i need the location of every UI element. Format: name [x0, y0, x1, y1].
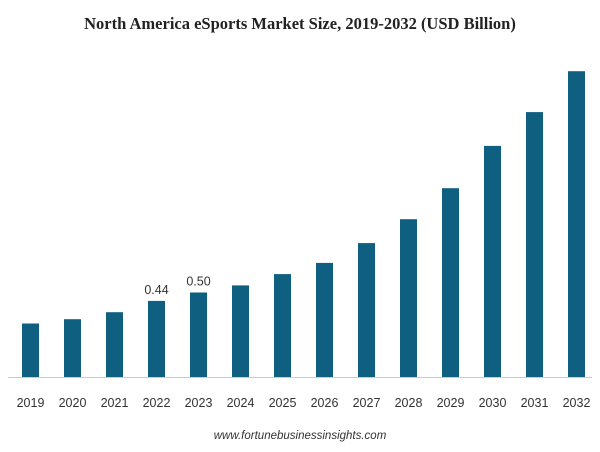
- data-labels: 0.44 0.50: [144, 275, 210, 297]
- x-tick-label-2020: 2020: [59, 396, 87, 410]
- x-tick-label-2024: 2024: [227, 396, 255, 410]
- x-tick-label-2027: 2027: [353, 396, 381, 410]
- x-tick-label-2019: 2019: [17, 396, 45, 410]
- x-tick-label-2026: 2026: [311, 396, 339, 410]
- x-tick-label-2021: 2021: [101, 396, 129, 410]
- bar-2025: [274, 274, 291, 377]
- bar-2022: [148, 300, 165, 377]
- bar-2021: [106, 312, 123, 377]
- bar-2032: [568, 71, 585, 377]
- x-tick-label-2022: 2022: [143, 396, 171, 410]
- chart-title: North America eSports Market Size, 2019-…: [84, 14, 516, 33]
- source-note: www.fortunebusinessinsights.com: [213, 430, 387, 442]
- bar-2028: [400, 219, 417, 377]
- x-tick-label-2029: 2029: [437, 396, 465, 410]
- x-tick-label-2025: 2025: [269, 396, 297, 410]
- x-tick-labels: 2019 2020 2021 2022 2023 2024 2025 2026 2027 2028…: [17, 396, 591, 410]
- bar-2026: [316, 262, 333, 377]
- x-tick-label-2028: 2028: [395, 396, 423, 410]
- data-label-2022: 0.44: [144, 283, 168, 297]
- bar-2020: [64, 319, 81, 377]
- bar-2031: [526, 112, 543, 377]
- x-tick-label-2030: 2030: [479, 396, 507, 410]
- x-tick-label-2023: 2023: [185, 396, 213, 410]
- bar-2030: [484, 145, 501, 377]
- bar-2029: [442, 188, 459, 377]
- bars-layer: [22, 71, 585, 377]
- x-tick-label-2031: 2031: [521, 396, 549, 410]
- bar-2019: [22, 323, 39, 377]
- bar-2024: [232, 285, 249, 377]
- data-label-2023: 0.50: [186, 275, 210, 289]
- bar-2023: [190, 292, 207, 377]
- x-tick-label-2032: 2032: [563, 396, 591, 410]
- bar-2027: [358, 243, 375, 377]
